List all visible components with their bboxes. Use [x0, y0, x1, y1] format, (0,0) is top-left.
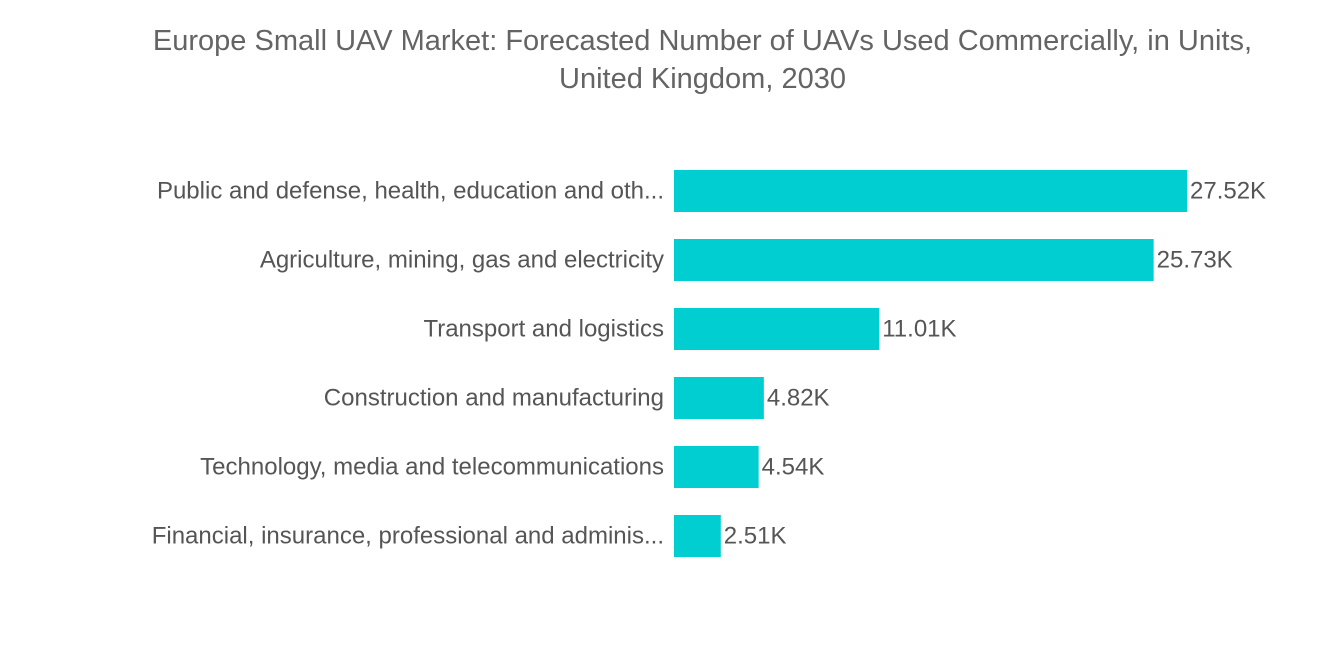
bar — [674, 239, 1154, 281]
bar — [674, 377, 764, 419]
value-label: 25.73K — [1157, 247, 1233, 274]
category-label: Financial, insurance, professional and a… — [152, 523, 664, 550]
bar — [674, 170, 1187, 212]
bar — [674, 446, 759, 488]
category-label: Technology, media and telecommunications — [200, 454, 664, 481]
bar — [674, 308, 880, 350]
bar-row: Construction and manufacturing 4.82K — [324, 377, 830, 419]
bar-row: Technology, media and telecommunications… — [200, 446, 824, 488]
category-label: Construction and manufacturing — [324, 385, 664, 412]
bar-row: Agriculture, mining, gas and electricity… — [260, 239, 1233, 281]
bar-row: Public and defense, health, education an… — [157, 170, 1266, 212]
category-label: Public and defense, health, education an… — [157, 178, 664, 205]
value-label: 27.52K — [1190, 178, 1266, 205]
bar-row: Transport and logistics 11.01K — [423, 308, 957, 350]
bar — [674, 515, 721, 557]
value-label: 4.54K — [762, 454, 825, 481]
category-label: Agriculture, mining, gas and electricity — [260, 247, 664, 274]
chart-title-line-1: Europe Small UAV Market: Forecasted Numb… — [152, 25, 1253, 57]
bar-row: Financial, insurance, professional and a… — [152, 515, 787, 557]
value-label: 2.51K — [724, 523, 787, 550]
chart-title-line-2: United Kingdom, 2030 — [559, 63, 846, 95]
chart-title: Europe Small UAV Market: Forecasted Numb… — [60, 22, 1320, 98]
value-label: 11.01K — [882, 316, 956, 343]
value-label: 4.82K — [767, 385, 830, 412]
category-label: Transport and logistics — [423, 316, 664, 343]
